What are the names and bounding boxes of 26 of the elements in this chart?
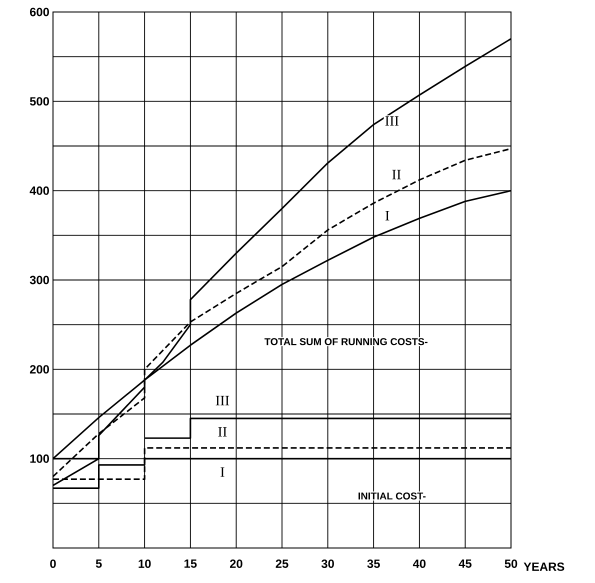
annotation: II bbox=[218, 427, 227, 437]
x-tick-label: 10 bbox=[138, 559, 151, 568]
y-tick-label: 100 bbox=[30, 454, 49, 463]
x-tick-label: 30 bbox=[321, 559, 334, 568]
x-tick-label: 5 bbox=[96, 559, 102, 568]
x-tick-label: 50 bbox=[504, 559, 518, 568]
y-tick-label: 200 bbox=[30, 365, 49, 374]
x-tick-label: 35 bbox=[367, 559, 380, 568]
annotation: I bbox=[220, 467, 224, 477]
x-tick-label: 15 bbox=[184, 559, 197, 568]
annotation: I bbox=[385, 210, 390, 220]
y-tick-label: 500 bbox=[30, 97, 49, 106]
x-tick-label: 40 bbox=[412, 559, 426, 568]
x-axis-title: YEARS bbox=[524, 562, 564, 571]
x-tick-label: 25 bbox=[276, 559, 288, 568]
y-tick-label: 300 bbox=[30, 276, 49, 284]
annotation: III bbox=[385, 116, 399, 126]
annotation: II bbox=[392, 170, 401, 180]
annotation: III bbox=[216, 396, 230, 406]
annotation: TOTAL SUM OF RUNNING COSTS- bbox=[264, 338, 428, 346]
y-tick-label: 400 bbox=[30, 186, 49, 195]
x-tick-label: 0 bbox=[50, 559, 56, 568]
annotation: INITIAL COST- bbox=[358, 492, 426, 500]
x-tick-label: 20 bbox=[230, 559, 242, 568]
x-tick-label: 45 bbox=[458, 559, 472, 568]
y-tick-label: 600 bbox=[30, 8, 49, 16]
